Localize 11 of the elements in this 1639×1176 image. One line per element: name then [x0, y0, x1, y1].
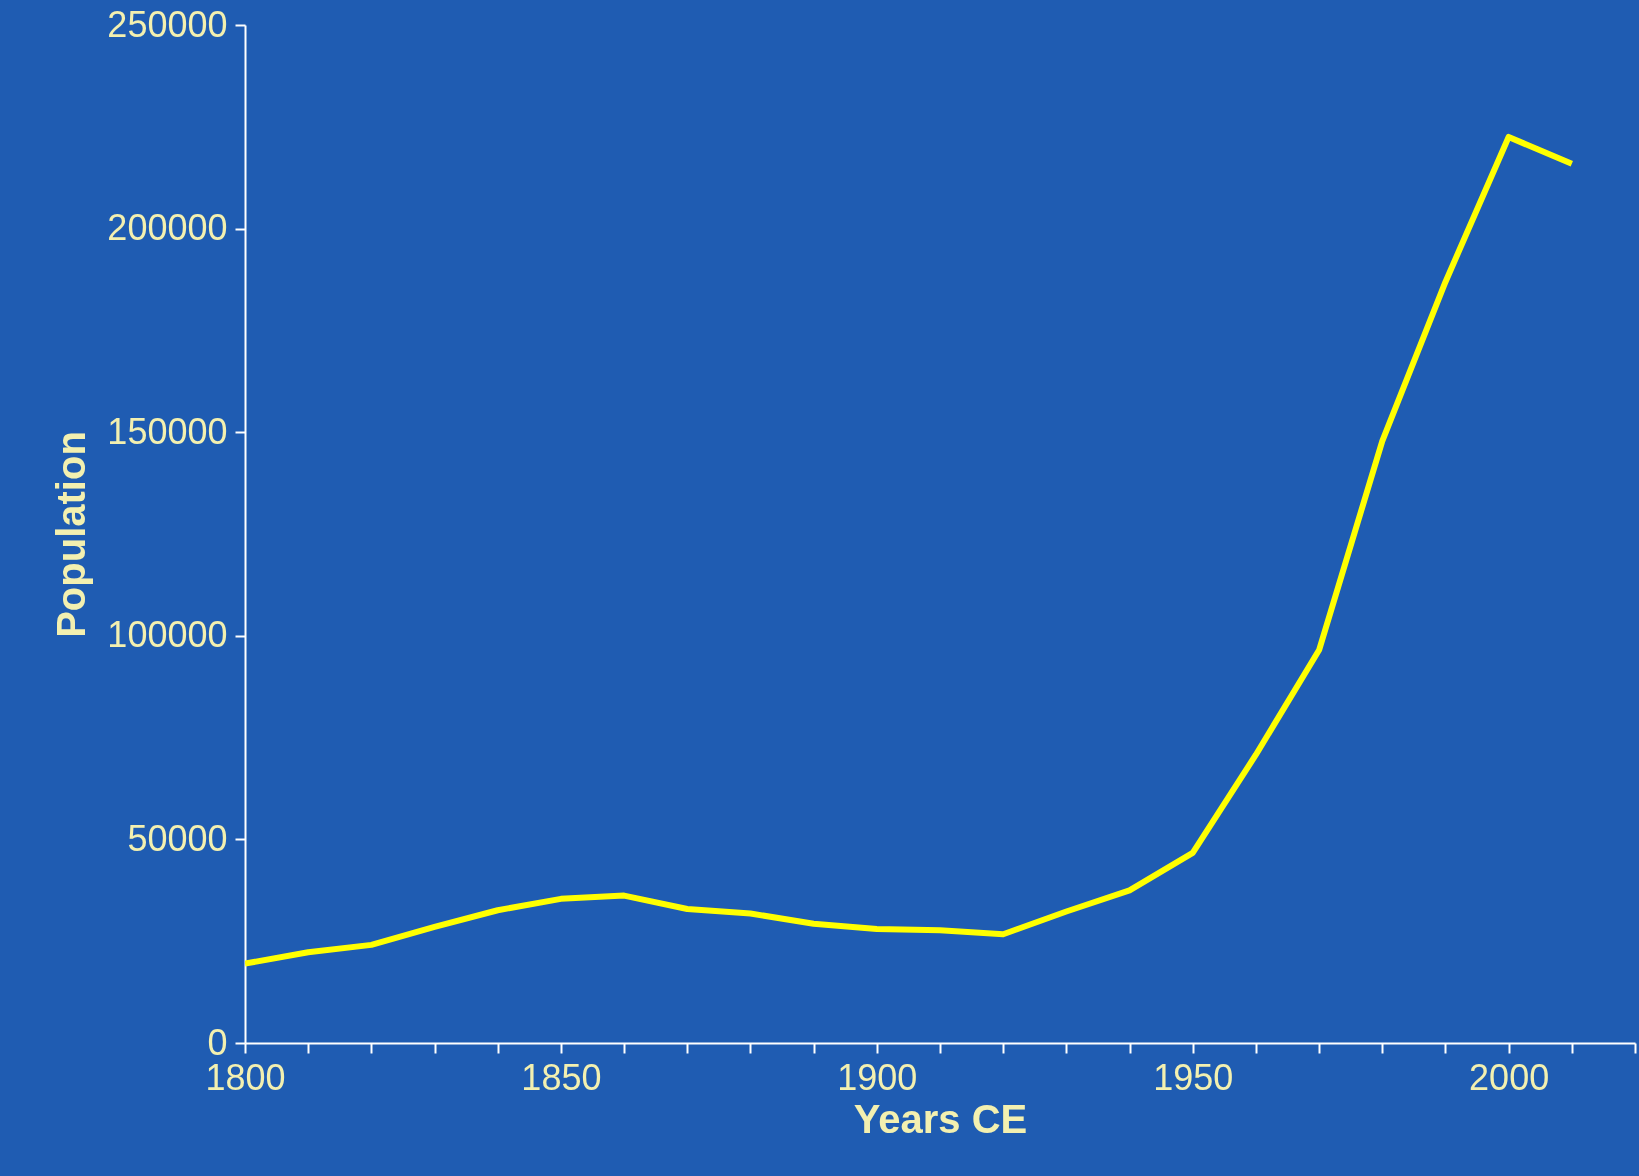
x-axis-title: Years CE	[853, 1096, 1028, 1141]
y-tick-label: 150000	[107, 410, 228, 452]
y-tick-label: 250000	[107, 3, 228, 45]
y-axis-title: Population	[49, 431, 94, 638]
y-tick-label: 200000	[107, 207, 228, 249]
y-tick-label: 100000	[107, 614, 228, 656]
x-tick-label: 2000	[1469, 1056, 1550, 1098]
x-tick-label: 1850	[521, 1056, 602, 1098]
y-tick-label: 50000	[127, 817, 228, 859]
x-tick-label: 1900	[837, 1056, 918, 1098]
x-tick-label: 1950	[1153, 1056, 1234, 1098]
